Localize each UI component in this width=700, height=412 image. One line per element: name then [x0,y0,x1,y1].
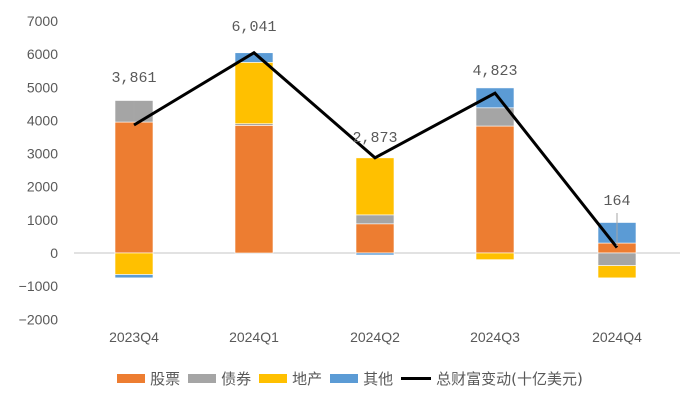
x-tick-label: 2024Q2 [350,329,400,345]
y-tick-label: 4000 [27,112,58,128]
chart-legend: 股票 债券 地产 其他 总财富变动(十亿美元) [0,368,700,389]
y-tick-label: 3000 [27,146,58,162]
bar-segment [114,252,154,275]
y-axis: 7000 6000 5000 4000 3000 2000 1000 0 −1000 −2000 [19,13,59,327]
total-data-label: 2,873 [352,130,397,147]
data-labels: 3,861 6,041 2,873 4,823 164 [111,19,631,246]
y-tick-label: 1000 [27,212,58,228]
bar-segment [475,125,515,254]
bar-segment [114,121,154,254]
bar-segment [597,252,637,266]
y-tick-label: 6000 [27,46,58,62]
bar-series [114,52,637,279]
bar-segment [355,214,395,225]
bar-segment [475,87,515,109]
legend-item-real-estate: 地产 [259,368,322,389]
x-tick-label: 2024Q3 [470,329,520,345]
bar-segment [597,265,637,279]
legend-line-total [401,377,432,380]
total-data-label: 3,861 [111,70,156,87]
x-tick-label: 2024Q1 [229,329,279,345]
legend-swatch-other [330,374,359,383]
bar-segment [234,125,274,254]
bar-segment [475,252,515,260]
x-axis: 2023Q4 2024Q1 2024Q2 2024Q3 2024Q4 [109,329,642,345]
legend-swatch-stocks [117,374,146,383]
total-data-label: 164 [603,193,630,210]
legend-item-bonds: 债券 [188,368,251,389]
bar-segment [234,62,274,125]
y-tick-label: −2000 [19,311,59,327]
bar-segment [355,252,395,256]
total-data-label: 6,041 [231,19,276,36]
total-data-label: 4,823 [472,63,517,80]
x-tick-label: 2024Q4 [592,329,642,345]
legend-label-bonds: 债券 [221,370,252,388]
x-tick-label: 2023Q4 [109,329,159,345]
legend-label-total: 总财富变动(十亿美元) [436,370,583,388]
legend-swatch-real-estate [259,374,288,383]
y-tick-label: 5000 [27,79,58,95]
bar-segment [355,157,395,216]
legend-swatch-bonds [188,374,217,383]
legend-label-other: 其他 [363,370,394,388]
bar-segment [355,223,395,254]
bar-segment [114,274,154,279]
legend-item-other: 其他 [330,368,393,389]
y-tick-label: 7000 [27,13,58,29]
y-tick-label: 2000 [27,179,58,195]
y-tick-label: 0 [50,245,58,261]
total-change-line [133,50,619,249]
legend-label-real-estate: 地产 [292,370,323,388]
legend-item-total: 总财富变动(十亿美元) [401,368,583,389]
legend-item-stocks: 股票 [117,368,180,389]
y-tick-label: −1000 [19,278,59,294]
legend-label-stocks: 股票 [150,370,181,388]
